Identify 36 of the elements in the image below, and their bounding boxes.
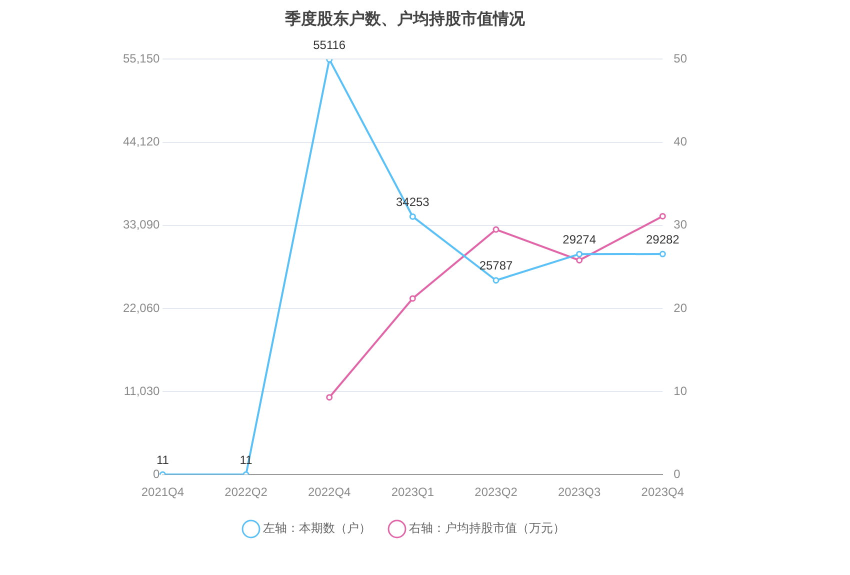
legend-label: 右轴：户均持股市值（万元） <box>409 521 565 536</box>
point <box>409 295 416 302</box>
y2-tick-label: 50 <box>674 52 688 66</box>
data-label: 11 <box>156 452 170 467</box>
point <box>492 226 500 233</box>
legend-label: 左轴：本期数（户） <box>263 521 371 536</box>
point <box>576 257 583 264</box>
data-label: 29282 <box>646 232 680 246</box>
y-tick-label: 55,150 <box>123 52 160 66</box>
x-tick-label: 2023Q2 <box>474 485 518 500</box>
x-tick-label: 2022Q2 <box>224 485 268 500</box>
y-tick-label: 22,060 <box>123 300 160 315</box>
point <box>659 250 666 258</box>
y2-tick-label: 20 <box>674 300 688 315</box>
data-label: 25787 <box>479 258 514 273</box>
x-tick-label: 2022Q4 <box>308 485 352 500</box>
point <box>326 394 333 401</box>
point <box>409 213 416 220</box>
point <box>492 277 500 284</box>
x-tick-label: 2023Q1 <box>391 485 434 500</box>
x-tick-label: 2023Q3 <box>558 485 602 500</box>
chart-title: 季度股东户数、户均持股市值情况 <box>284 8 526 28</box>
y-tick-label: 44,120 <box>123 134 160 149</box>
data-label: 29274 <box>562 232 596 246</box>
x-tick-label: 2021Q4 <box>141 485 184 500</box>
point <box>659 212 666 220</box>
data-label: 55116 <box>313 38 346 52</box>
y2-tick-label: 0 <box>674 466 681 481</box>
point <box>576 250 583 258</box>
y2-tick-label: 30 <box>674 218 688 232</box>
y-tick-label: 33,090 <box>123 218 160 232</box>
x-tick-label: 2023Q4 <box>641 485 684 500</box>
y2-tick-label: 40 <box>674 134 688 149</box>
y2-tick-label: 10 <box>674 384 688 398</box>
y-tick-label: 0 <box>153 466 160 481</box>
y-tick-label: 11,030 <box>124 384 160 398</box>
